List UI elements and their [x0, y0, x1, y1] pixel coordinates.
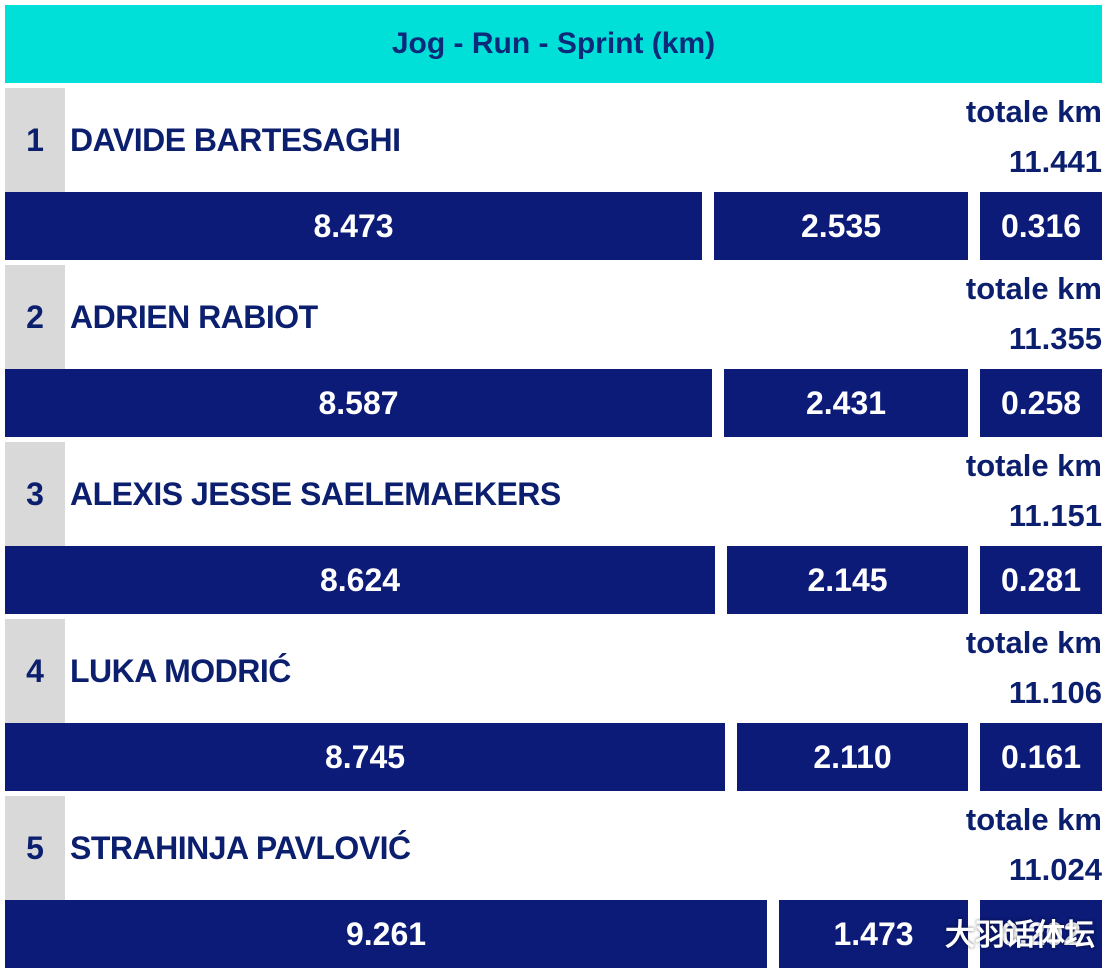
run-bar: 1.473 [779, 900, 968, 968]
player-name: ADRIEN RABIOT [70, 298, 318, 335]
sprint-bar: 0.258 [980, 369, 1102, 437]
total-km-value: 11.151 [1008, 498, 1102, 533]
run-bar: 2.145 [727, 546, 968, 614]
player-rank: 2 [5, 265, 65, 369]
sprint-bar: 0.281 [980, 546, 1102, 614]
player-name: STRAHINJA PAVLOVIĆ [70, 829, 411, 866]
jog-bar: 9.261 [5, 900, 767, 968]
player-row: 5 STRAHINJA PAVLOVIĆ totale km 11.024 9.261 1… [0, 796, 1107, 973]
player-rank: 5 [5, 796, 65, 900]
player-row: 2 ADRIEN RABIOT totale km 11.355 8.587 2.431 0… [0, 265, 1107, 442]
jog-bar: 8.624 [5, 546, 715, 614]
total-km-value: 11.441 [1008, 144, 1102, 179]
sprint-bar: 0.161 [980, 723, 1102, 791]
player-rank: 1 [5, 88, 65, 192]
player-name: DAVIDE BARTESAGHI [70, 121, 401, 158]
player-name-row: 4 LUKA MODRIĆ totale km 11.106 [0, 619, 1107, 723]
jog-bar: 8.473 [5, 192, 702, 260]
run-bar: 2.431 [724, 369, 968, 437]
total-km-value: 11.024 [1008, 852, 1102, 887]
player-row: 4 LUKA MODRIĆ totale km 11.106 8.745 2.110 0.1… [0, 619, 1107, 796]
total-km-label: totale km [965, 448, 1102, 483]
jog-bar: 8.587 [5, 369, 712, 437]
player-name: LUKA MODRIĆ [70, 652, 291, 689]
total-km-value: 11.355 [1008, 321, 1102, 356]
player-name: ALEXIS JESSE SAELEMAEKERS [70, 475, 561, 512]
run-bar: 2.535 [714, 192, 968, 260]
player-name-row: 2 ADRIEN RABIOT totale km 11.355 [0, 265, 1107, 369]
total-km-label: totale km [965, 271, 1102, 306]
chart-title: Jog - Run - Sprint (km) [5, 5, 1102, 83]
player-row: 1 DAVIDE BARTESAGHI totale km 11.441 8.473 2.… [0, 88, 1107, 265]
player-name-row: 5 STRAHINJA PAVLOVIĆ totale km 11.024 [0, 796, 1107, 900]
player-rank: 4 [5, 619, 65, 723]
total-km-label: totale km [965, 625, 1102, 660]
player-name-row: 1 DAVIDE BARTESAGHI totale km 11.441 [0, 88, 1107, 192]
player-name-row: 3 ALEXIS JESSE SAELEMAEKERS totale km 11.15… [0, 442, 1107, 546]
player-row: 3 ALEXIS JESSE SAELEMAEKERS totale km 11.15… [0, 442, 1107, 619]
player-rank: 3 [5, 442, 65, 546]
jog-bar: 8.745 [5, 723, 725, 791]
sprint-bar: 0.202 [980, 900, 1102, 968]
run-bar: 2.110 [737, 723, 968, 791]
total-km-label: totale km [965, 802, 1102, 837]
total-km-value: 11.106 [1008, 675, 1102, 710]
watermark: 大羽话体坛 [945, 919, 1095, 952]
total-km-label: totale km [965, 94, 1102, 129]
sprint-bar: 0.316 [980, 192, 1102, 260]
